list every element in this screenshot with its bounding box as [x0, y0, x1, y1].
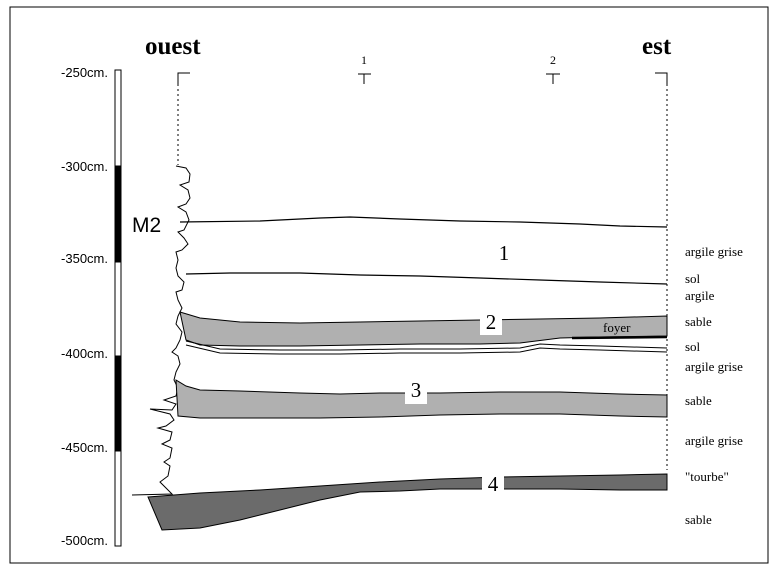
unit-label-background: [405, 378, 427, 404]
hearth-line: [571, 335, 668, 340]
layer-label: sable: [685, 512, 712, 527]
unit-number-3: 3: [411, 378, 422, 402]
section-marker-1: 1: [358, 53, 371, 84]
west-bracket: [177, 72, 190, 84]
scale-segment-2: [114, 165, 122, 263]
scale-segment-5: [114, 450, 122, 547]
scale-tick-label: -450cm.: [61, 440, 108, 455]
scale-tick-label: -250cm.: [61, 65, 108, 80]
layer-label: sol: [685, 339, 701, 354]
section-marker-1-label: 1: [361, 53, 367, 67]
east-bracket: [655, 72, 668, 84]
figure-border: [9, 6, 769, 564]
hearth-label: foyer: [603, 320, 631, 335]
layer-label: sol: [685, 271, 701, 286]
layer-label: argile grise: [685, 433, 743, 448]
section-marker-2-label: 2: [550, 53, 556, 67]
east-heading: est: [642, 33, 672, 60]
wall-label: M2: [132, 214, 161, 237]
unit-number-1: 1: [499, 241, 510, 265]
unit-label-background: [480, 309, 502, 335]
scale-segment-1: [114, 69, 122, 167]
layer-label: "tourbe": [685, 469, 729, 484]
unit-number-4: 4: [488, 472, 499, 496]
west-heading: ouest: [145, 33, 201, 60]
layer-label: argile: [685, 288, 715, 303]
sand-layer-2: [179, 311, 668, 347]
scale-segment-4: [114, 355, 122, 452]
layer-label: sable: [685, 393, 712, 408]
scale-tick-label: -500cm.: [61, 533, 108, 548]
scale-tick-label: -300cm.: [61, 159, 108, 174]
depth-scale: [114, 69, 122, 547]
layer-label: sable: [685, 314, 712, 329]
boundary-line: [185, 272, 668, 285]
unit-label-background: [482, 474, 504, 494]
layer-label: argile grise: [685, 359, 743, 374]
section-marker-2: 2: [546, 53, 560, 84]
soil-line-lower: [185, 344, 668, 355]
unit-number-2: 2: [486, 310, 497, 334]
wall-m2-profile: [131, 165, 191, 496]
scale-segment-3: [114, 261, 122, 357]
scale-tick-label: -400cm.: [61, 346, 108, 361]
soil-line-upper: [185, 340, 668, 351]
peat-layer-4: [147, 473, 668, 531]
boundary-line: [179, 216, 668, 228]
scale-tick-label: -350cm.: [61, 251, 108, 266]
layer-label: argile grise: [685, 244, 743, 259]
